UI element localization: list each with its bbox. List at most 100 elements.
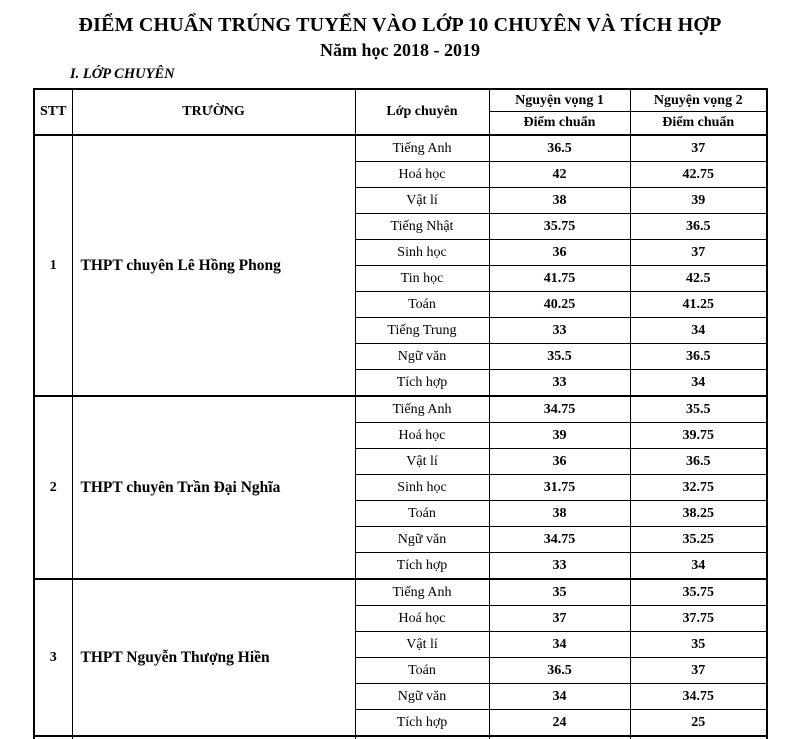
nv1-score-cell: 38 (488, 500, 631, 527)
subject-cell: Hoá học (354, 422, 490, 449)
nv2-score-cell: 35.5 (629, 395, 768, 423)
nv1-score-cell: 38 (488, 187, 631, 214)
nv1-score-cell: 42 (488, 161, 631, 188)
page-subtitle: Năm học 2018 - 2019 (320, 40, 480, 60)
page-title: ĐIỂM CHUẨN TRÚNG TUYỂN VÀO LỚP 10 CHUYÊN… (78, 14, 722, 36)
subject-cell: Tiếng Trung (354, 317, 490, 344)
nv1-score-cell: 40.25 (488, 291, 631, 318)
nv2-score-cell: 37 (629, 239, 768, 266)
subject-cell: Tiếng Anh (354, 134, 490, 162)
nv2-score-cell: 36.5 (629, 448, 768, 475)
table-section-school-3: 3 THPT Nguyễn Thượng Hiền Tiếng Anh 35 3… (33, 578, 768, 737)
table-section-school-1: 1 THPT chuyên Lê Hồng Phong Tiếng Anh 36… (33, 134, 768, 397)
cropped-top-text: · ·˙ · ·· ˙ · · ·˙ ·· · ˙ · · ·· ˙ · · (415, 0, 800, 5)
nv2-score-cell: 41.25 (629, 291, 768, 318)
subject-cell: Tích hợp (354, 369, 490, 397)
nv2-score-cell: 35.25 (629, 526, 768, 553)
nv1-score-cell: 41.75 (488, 265, 631, 292)
nv2-score-cell: 37.75 (629, 605, 768, 632)
nv1-score-cell: 34 (488, 683, 631, 710)
stt-cell: 3 (33, 578, 73, 737)
table-row: Toán 38 38.25 (34, 500, 768, 527)
table-row: Ngữ văn 34 34.75 (34, 683, 768, 710)
nv2-score-cell: 37 (629, 657, 768, 684)
nv2-score-cell: 34.75 (629, 683, 768, 710)
nv1-score-cell: 34.75 (488, 526, 631, 553)
subject-cell: Vật lí (354, 187, 490, 214)
table-row: Vật lí 34 35 (34, 631, 768, 658)
nv1-score-cell: 36 (488, 239, 631, 266)
header-nv1: Nguyện vọng 1 (488, 88, 631, 112)
subject-cell: Hoá học (354, 161, 490, 188)
nv2-score-cell: 39.75 (629, 422, 768, 449)
nv2-score-cell: 36.5 (629, 343, 768, 370)
subject-cell: Sinh học (354, 239, 490, 266)
table-row: Tiếng Nhật 35.75 36.5 (34, 213, 768, 240)
subject-cell: Tích hợp (354, 709, 490, 737)
table-row: Tích hợp 33 34 (34, 552, 768, 580)
subject-cell: Tiếng Anh (354, 578, 490, 606)
table-row: Ngữ văn 35.5 36.5 (34, 343, 768, 370)
school-name-cell: THPT chuyên Trần Đại Nghĩa (71, 395, 356, 580)
nv2-score-cell: 42.5 (629, 265, 768, 292)
nv1-score-cell: 34 (488, 631, 631, 658)
subject-cell: Toán (354, 291, 490, 318)
nv1-score-cell: 37 (488, 605, 631, 632)
nv2-score-cell: 35 (629, 631, 768, 658)
table-row: 3 THPT Nguyễn Thượng Hiền Tiếng Anh 35 3… (33, 578, 768, 737)
table-row: Vật lí 38 39 (34, 187, 768, 214)
section-label: I. LỚP CHUYÊN (70, 66, 175, 82)
stt-cell: 1 (33, 134, 73, 397)
nv2-score-cell: 25 (629, 709, 768, 737)
header-nv2-score: Điểm chuẩn (629, 111, 768, 136)
nv1-score-cell: 24 (488, 709, 631, 737)
subject-cell: Vật lí (354, 448, 490, 475)
nv1-score-cell: 33 (488, 552, 631, 580)
table-row: Hoá học 39 39.75 (34, 422, 768, 449)
subject-cell: Tích hợp (354, 552, 490, 580)
admission-scores-table: STT TRƯỜNG Lớp chuyên Nguyện vọng 1 Nguy… (33, 88, 768, 739)
table-section-school-2: 2 THPT chuyên Trần Đại Nghĩa Tiếng Anh 3… (33, 395, 768, 580)
subject-cell: Sinh học (354, 474, 490, 501)
header-nv2: Nguyện vọng 2 (629, 88, 768, 112)
school-name-cell: THPT Nguyễn Thượng Hiền (71, 578, 356, 737)
table-row: Sinh học 36 37 (34, 239, 768, 266)
nv1-score-cell: 36.5 (488, 134, 631, 162)
table-row: 1 THPT chuyên Lê Hồng Phong Tiếng Anh 36… (33, 134, 768, 397)
table-row: Hoá học 42 42.75 (34, 161, 768, 188)
nv2-score-cell: 35.75 (629, 578, 768, 606)
nv2-score-cell: 34 (629, 552, 768, 580)
nv1-score-cell: 34.75 (488, 395, 631, 423)
nv1-score-cell: 33 (488, 317, 631, 344)
nv2-score-cell: 34 (629, 369, 768, 397)
subject-cell: Ngữ văn (354, 526, 490, 553)
nv1-score-cell: 36.5 (488, 657, 631, 684)
nv2-score-cell: 39 (629, 187, 768, 214)
subject-cell: Tiếng Anh (354, 395, 490, 423)
nv1-score-cell: 39 (488, 422, 631, 449)
table-row: 2 THPT chuyên Trần Đại Nghĩa Tiếng Anh 3… (33, 395, 768, 580)
nv2-score-cell: 34 (629, 317, 768, 344)
subject-cell: Tin học (354, 265, 490, 292)
table-row-partial (33, 735, 768, 739)
header-row-2: Điểm chuẩn Điểm chuẩn (34, 111, 768, 136)
nv1-score-cell: 33 (488, 369, 631, 397)
subject-cell: Ngữ văn (354, 683, 490, 710)
subject-cell: Toán (354, 500, 490, 527)
nv2-score-cell (629, 735, 768, 739)
table-row: Tin học 41.75 42.5 (34, 265, 768, 292)
table-header: STT TRƯỜNG Lớp chuyên Nguyện vọng 1 Nguy… (33, 88, 768, 136)
subject-cell: Ngữ văn (354, 343, 490, 370)
nv2-score-cell: 38.25 (629, 500, 768, 527)
subject-cell: Hoá học (354, 605, 490, 632)
header-row-1: STT TRƯỜNG Lớp chuyên Nguyện vọng 1 Nguy… (33, 88, 768, 136)
table-row: Tích hợp 33 34 (34, 369, 768, 397)
table-section-partial (33, 735, 768, 739)
nv2-score-cell: 42.75 (629, 161, 768, 188)
nv2-score-cell: 37 (629, 134, 768, 162)
nv1-score-cell: 36 (488, 448, 631, 475)
header-school: TRƯỜNG (71, 88, 356, 136)
subject-cell: Vật lí (354, 631, 490, 658)
subject-cell: Tiếng Nhật (354, 213, 490, 240)
